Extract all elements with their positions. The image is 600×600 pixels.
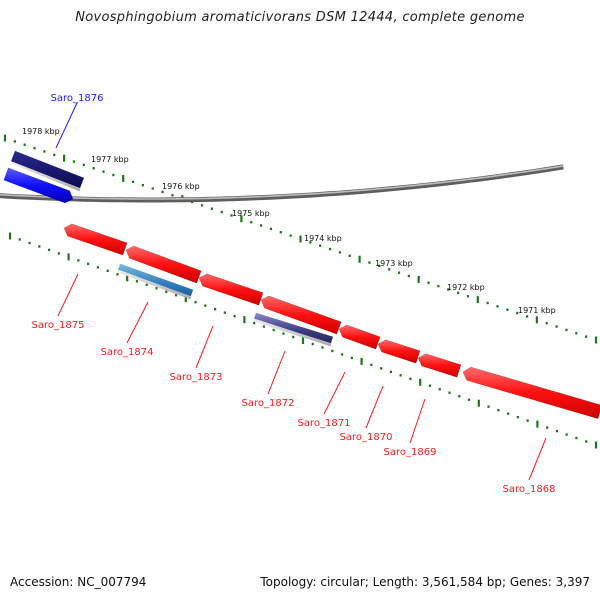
gene-arrow-saro-1876[interactable] bbox=[3, 167, 74, 204]
kbp-tick-label: 1974 kbp bbox=[304, 234, 342, 243]
gene-leader-line bbox=[55, 102, 78, 149]
kbp-tick-label: 1972 kbp bbox=[447, 283, 485, 292]
kbp-tick-label: 1973 kbp bbox=[375, 259, 413, 268]
gene-leader-line bbox=[409, 398, 426, 444]
kbp-tick-label: 1978 kbp bbox=[22, 127, 60, 136]
gene-label[interactable]: Saro_1870 bbox=[340, 432, 393, 443]
gene-arrow-saro-1873[interactable] bbox=[198, 273, 264, 306]
gene-label[interactable]: Saro_1872 bbox=[242, 398, 295, 409]
gene-label[interactable]: Saro_1871 bbox=[298, 418, 351, 429]
feature-bar-purple-shadow[interactable] bbox=[253, 318, 332, 347]
kbp-tick-label: 1976 kbp bbox=[162, 182, 200, 191]
gene-label[interactable]: Saro_1876 bbox=[51, 93, 104, 104]
gene-leader-line bbox=[195, 325, 214, 369]
gene-label[interactable]: Saro_1868 bbox=[503, 484, 556, 495]
gene-arrow-saro-1874[interactable] bbox=[125, 245, 202, 284]
gene-leader-line bbox=[323, 371, 346, 415]
gene-arrow-saro-1875[interactable] bbox=[63, 223, 128, 256]
accession-text: Accession: NC_007794 bbox=[10, 575, 147, 589]
map-title: Novosphingobium aromaticivorans DSM 1244… bbox=[75, 10, 525, 25]
gene-arrow-saro-1869[interactable] bbox=[417, 353, 462, 378]
feature-bar-teal-shadow[interactable] bbox=[117, 269, 192, 300]
gene-label[interactable]: Saro_1873 bbox=[170, 372, 223, 383]
gene-label[interactable]: Saro_1875 bbox=[32, 320, 85, 331]
kbp-tick-label: 1977 kbp bbox=[91, 155, 129, 164]
genome-summary-text: Topology: circular; Length: 3,561,584 bp… bbox=[260, 575, 590, 589]
gene-label[interactable]: Saro_1874 bbox=[101, 347, 154, 358]
gene-arrow-saro-1872[interactable] bbox=[260, 295, 342, 335]
gene-leader-line bbox=[528, 437, 547, 481]
gene-label[interactable]: Saro_1869 bbox=[384, 447, 437, 458]
gene-arrow-saro-1871[interactable] bbox=[338, 324, 381, 350]
gene-leader-line bbox=[57, 273, 79, 317]
genome-backbone-highlight bbox=[0, 165, 564, 200]
forward-gene-shadow[interactable] bbox=[11, 160, 81, 192]
gene-leader-line bbox=[267, 350, 286, 395]
kbp-tick-label: 1971 kbp bbox=[518, 306, 556, 315]
genome-backbone bbox=[0, 164, 564, 203]
gene-arrow-saro-1870[interactable] bbox=[377, 339, 421, 364]
gene-leader-line bbox=[365, 385, 384, 429]
gene-arrow-selected[interactable] bbox=[11, 150, 84, 189]
gene-arrow-saro-1868[interactable] bbox=[462, 366, 600, 420]
kbp-tick-label: 1975 kbp bbox=[232, 209, 270, 218]
gene-leader-line bbox=[126, 301, 149, 344]
feature-bar-teal[interactable] bbox=[117, 263, 194, 297]
feature-bar-purple[interactable] bbox=[254, 312, 333, 344]
